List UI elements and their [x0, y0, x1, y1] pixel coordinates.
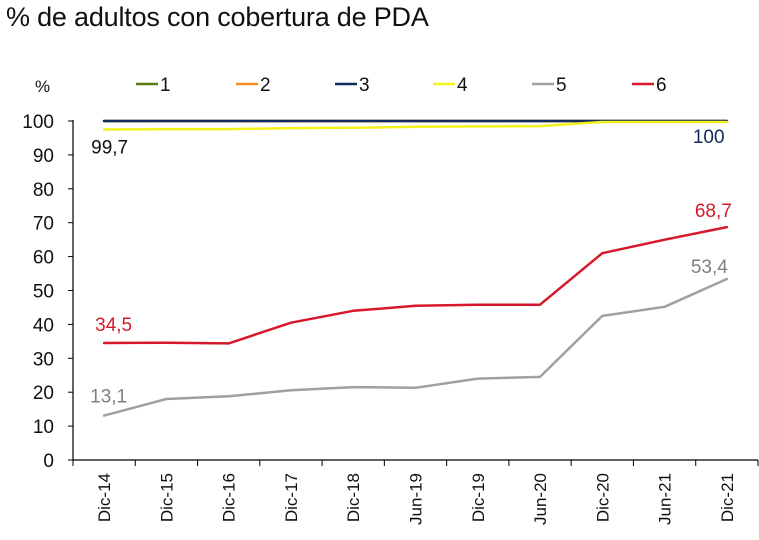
- legend-label: 3: [359, 75, 370, 96]
- series-line-5: [102, 277, 729, 417]
- y-tick-label: 30: [33, 349, 54, 370]
- chart-series: [102, 119, 729, 417]
- legend-label: 2: [260, 75, 271, 96]
- data-label: 99,7: [91, 137, 128, 158]
- legend-label: 1: [160, 75, 171, 96]
- series-line-4: [102, 120, 729, 131]
- y-tick-label: 90: [33, 146, 54, 167]
- x-tick-label: Dic-21: [718, 473, 737, 522]
- chart-axes: 0 10 20 30 40 50 60 70 80 90 100% Dic-14 Dic-15 Dic-1…: [22, 77, 759, 525]
- legend-item-5: 5: [532, 75, 567, 96]
- x-tick-label: Dic-20: [593, 473, 612, 522]
- data-label: 100: [693, 127, 725, 148]
- x-tick-label: Dic-16: [220, 473, 239, 522]
- legend-item-1: 1: [136, 75, 171, 96]
- legend-item-6: 6: [632, 75, 667, 96]
- legend-item-3: 3: [335, 75, 370, 96]
- legend-label: 5: [556, 75, 567, 96]
- legend-label: 4: [457, 75, 468, 96]
- x-tick-label: Jun-21: [656, 473, 675, 525]
- chart-annotations: 99,7 100 34,5 68,7 13,1 53,4: [90, 127, 732, 408]
- series-line-6: [102, 225, 729, 345]
- legend-item-2: 2: [236, 75, 271, 96]
- x-tick-label: Dic-14: [95, 473, 114, 522]
- y-axis-label: %: [35, 77, 50, 96]
- y-tick-label: 20: [33, 383, 54, 404]
- y-tick-label: 40: [33, 315, 54, 336]
- legend-item-4: 4: [433, 75, 468, 96]
- x-tick-label: Jun-20: [531, 473, 550, 525]
- chart-legend: 1 2 3 4 5 6: [136, 75, 667, 96]
- y-tick-label: 10: [33, 417, 54, 438]
- data-label: 53,4: [691, 257, 728, 278]
- x-tick-label: Dic-19: [469, 473, 488, 522]
- chart-title: % de adultos con cobertura de PDA: [6, 2, 429, 32]
- data-label: 68,7: [695, 201, 732, 222]
- y-tick-label: 50: [33, 282, 54, 303]
- x-tick-label: Jun-19: [407, 473, 426, 525]
- data-label: 34,5: [95, 315, 132, 336]
- x-tick-label: Dic-17: [282, 473, 301, 522]
- x-tick-label: Dic-18: [344, 473, 363, 522]
- legend-label: 6: [656, 75, 667, 96]
- y-tick-label: 80: [33, 180, 54, 201]
- y-tick-label: 0: [43, 451, 54, 472]
- y-tick-label: 60: [33, 248, 54, 269]
- y-tick-label: 70: [33, 214, 54, 235]
- y-tick-label: 100: [22, 112, 54, 133]
- data-label: 13,1: [90, 387, 127, 408]
- x-tick-label: Dic-15: [157, 473, 176, 522]
